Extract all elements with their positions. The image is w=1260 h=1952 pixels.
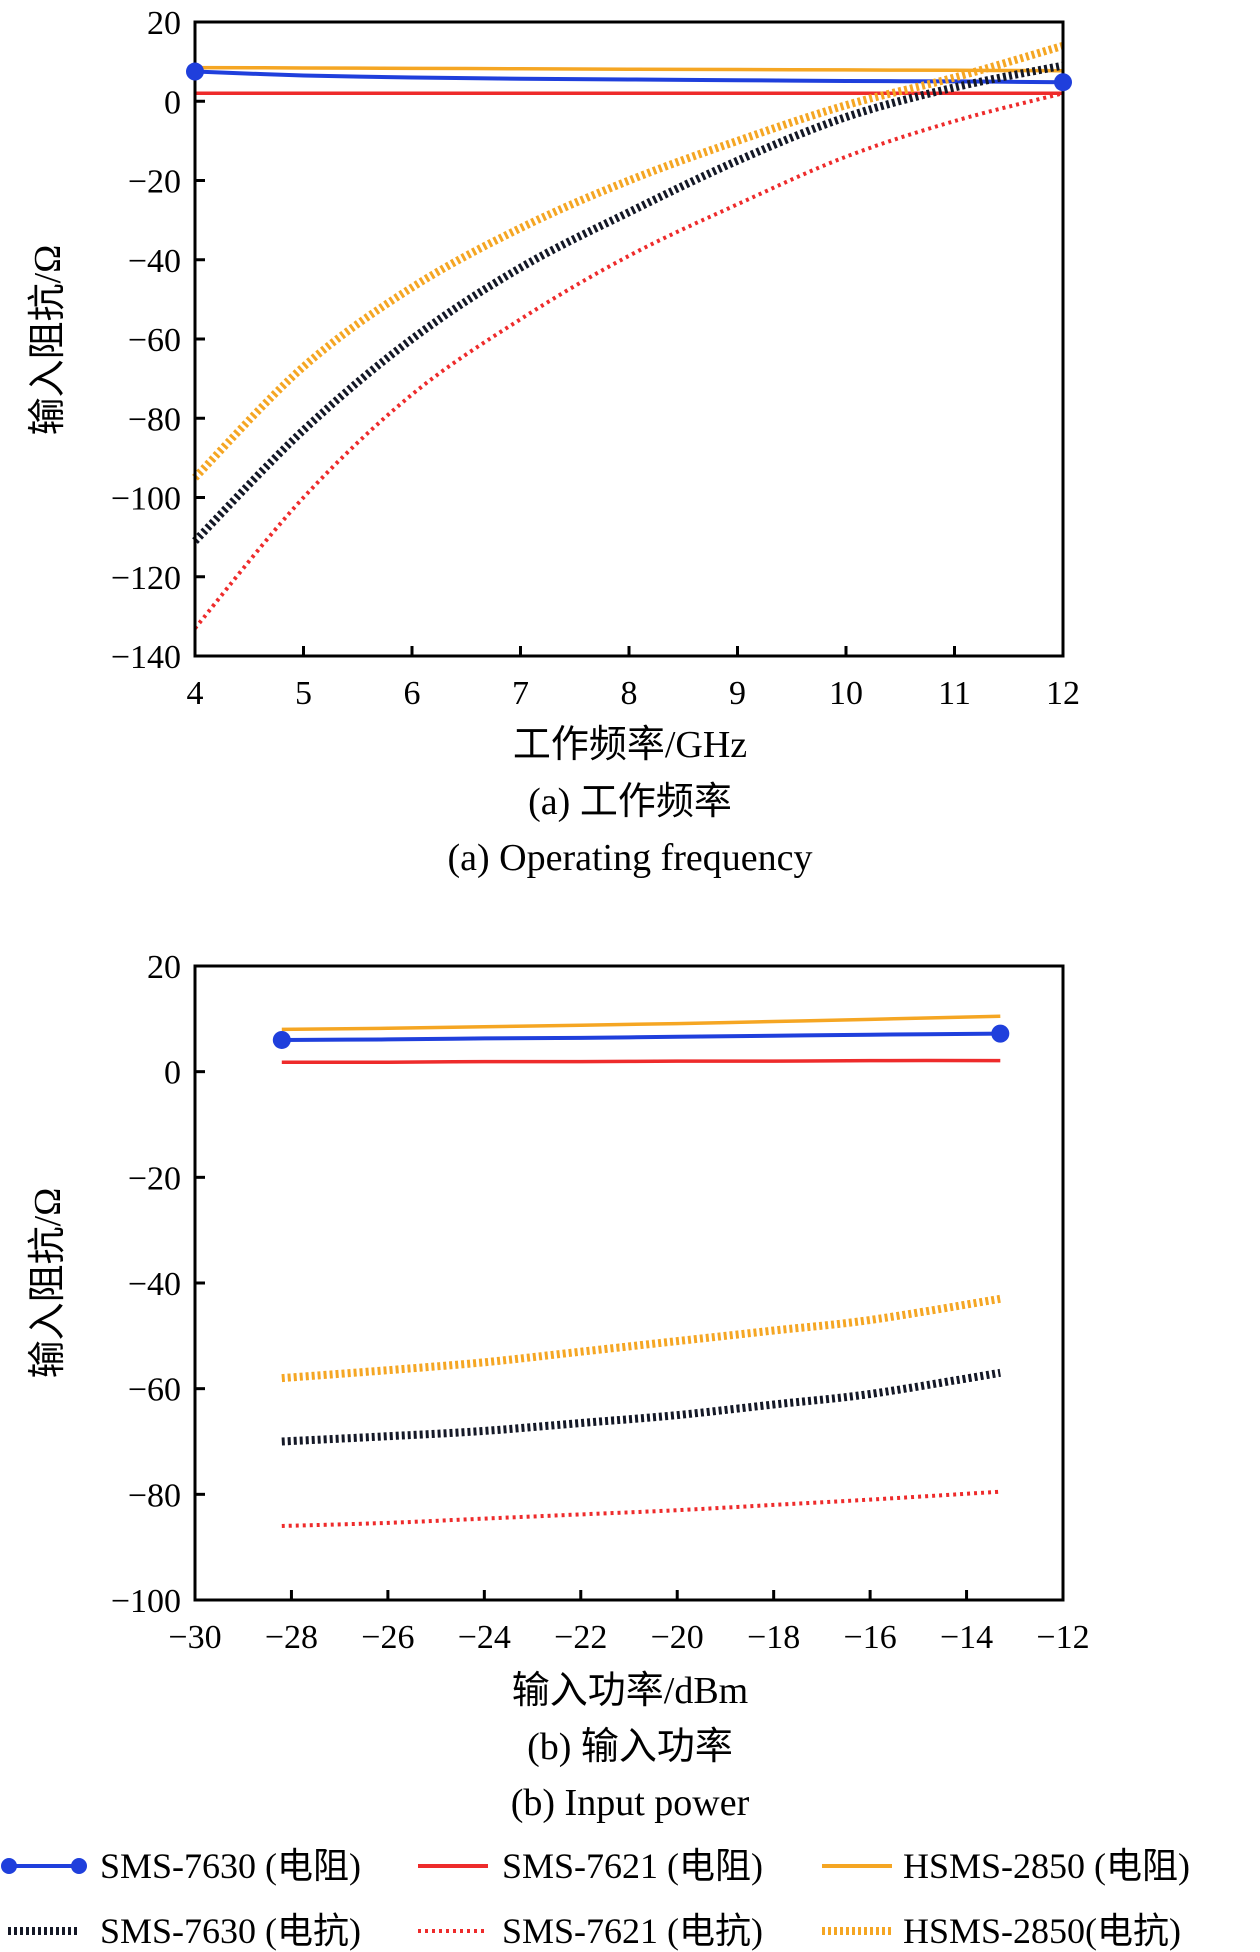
b-xtick-label: −20	[651, 1619, 704, 1656]
a-ytick-label: −80	[128, 401, 181, 438]
b-xtick-label: −14	[940, 1619, 993, 1656]
chart-a: 20 0 −20 −40 −60 −80 −100 −120 −140 4 5 6 7 8 9 10 11 12…	[27, 5, 1080, 879]
legend-item-sms7630-reactance: SMS-7630 (电抗)	[8, 1911, 361, 1951]
a-xtick-label: 11	[938, 675, 971, 712]
chart-b-markers	[272, 1024, 1010, 1049]
chart-b-y-ticks: 20 0 −20 −40 −60 −80 −100	[111, 949, 205, 1620]
legend-label-hsms2850-reactance: HSMS-2850(电抗)	[903, 1911, 1181, 1951]
chart-b-caption-en: (b) Input power	[511, 1782, 750, 1824]
legend-marker-left	[1, 1858, 17, 1874]
b-xtick-label: −30	[168, 1619, 221, 1656]
b-ytick-label: −100	[111, 1583, 181, 1620]
b-xtick-label: −28	[265, 1619, 318, 1656]
chart-a-x-ticks: 4 5 6 7 8 9 10 11 12	[187, 646, 1080, 712]
chart-a-x-axis-label: 工作频率/GHz	[513, 724, 747, 766]
b-series-sms-7630-resistance	[281, 1031, 1001, 1042]
a-ytick-label: −20	[128, 164, 181, 201]
a-xtick-label: 10	[829, 675, 863, 712]
a-series-sms-7630-reactance	[192, 61, 1064, 544]
chart-a-caption-en: (a) Operating frequency	[447, 837, 812, 879]
a-ytick-label: −40	[128, 243, 181, 280]
b-xtick-label: −16	[844, 1619, 897, 1656]
b-series-hsms-2850-resistance	[281, 1014, 1001, 1032]
b-series-marker	[991, 1024, 1010, 1043]
b-xtick-label: −22	[554, 1619, 607, 1656]
chart-a-plot-frame	[193, 20, 1065, 658]
b-ytick-label: −60	[128, 1372, 181, 1409]
b-ytick-label: −80	[128, 1477, 181, 1514]
chart-b-caption-cn: (b) 输入功率	[527, 1726, 733, 1768]
chart-a-y-axis-label: 输入阻抗/Ω	[27, 245, 69, 436]
a-xtick-label: 12	[1046, 675, 1080, 712]
legend-label-sms7621-resistance: SMS-7621 (电阻)	[502, 1846, 763, 1886]
b-ytick-label: 0	[164, 1055, 181, 1092]
b-xtick-label: −18	[747, 1619, 800, 1656]
chart-b: 20 0 −20 −40 −60 −80 −100 −30 −28 −26 −24 −22 −20 −1…	[27, 949, 1090, 1824]
chart-b-x-ticks: −30 −28 −26 −24 −22 −20 −18 −16 −14 −12	[168, 1590, 1090, 1656]
legend-marker-right	[71, 1858, 87, 1874]
legend-item-hsms2850-reactance: HSMS-2850(电抗)	[822, 1911, 1181, 1951]
chart-b-series-group	[281, 1014, 1001, 1528]
a-ytick-label: −60	[128, 322, 181, 359]
legend: SMS-7630 (电阻) SMS-7621 (电阻) HSMS-2850 (电…	[1, 1846, 1190, 1951]
b-series-hsms-2850-reactance	[281, 1294, 1001, 1383]
chart-b-y-axis-label: 输入阻抗/Ω	[27, 1188, 69, 1379]
a-ytick-label: −100	[111, 481, 181, 518]
legend-label-hsms2850-resistance: HSMS-2850 (电阻)	[903, 1846, 1190, 1886]
a-xtick-label: 8	[621, 675, 638, 712]
b-series-marker	[272, 1030, 291, 1049]
b-xtick-label: −24	[458, 1619, 511, 1656]
a-series-sms-7630-resistance	[194, 69, 1064, 85]
b-series-sms-7630-reactance	[281, 1368, 1001, 1446]
a-series-marker	[1054, 73, 1072, 92]
legend-label-sms7630-resistance: SMS-7630 (电阻)	[100, 1846, 361, 1886]
a-xtick-label: 6	[404, 675, 421, 712]
a-xtick-label: 5	[295, 675, 312, 712]
chart-b-x-axis-label: 输入功率/dBm	[512, 1670, 748, 1712]
b-ytick-label: 20	[147, 949, 181, 986]
b-series-sms-7621-resistance	[281, 1058, 1001, 1064]
a-series-sms-7621-reactance	[193, 91, 1064, 630]
b-xtick-label: −26	[361, 1619, 414, 1656]
legend-item-sms7630-resistance: SMS-7630 (电阻)	[1, 1846, 361, 1886]
legend-item-sms7621-reactance: SMS-7621 (电抗)	[418, 1911, 763, 1951]
b-series-sms-7621-reactance	[281, 1489, 1001, 1528]
a-xtick-label: 7	[512, 675, 529, 712]
legend-item-hsms2850-resistance: HSMS-2850 (电阻)	[822, 1846, 1190, 1886]
legend-label-sms7621-reactance: SMS-7621 (电抗)	[502, 1911, 763, 1951]
chart-a-y-ticks: 20 0 −20 −40 −60 −80 −100 −120 −140	[111, 5, 205, 676]
legend-label-sms7630-reactance: SMS-7630 (电抗)	[100, 1911, 361, 1951]
b-ytick-label: −20	[128, 1160, 181, 1197]
chart-a-series-group	[192, 41, 1065, 630]
a-ytick-label: 0	[164, 84, 181, 121]
a-ytick-label: 20	[147, 5, 181, 42]
a-ytick-label: −140	[111, 639, 181, 676]
legend-item-sms7621-resistance: SMS-7621 (电阻)	[418, 1846, 763, 1886]
a-xtick-label: 4	[187, 675, 204, 712]
a-xtick-label: 9	[729, 675, 746, 712]
a-series-marker	[186, 62, 204, 81]
b-ytick-label: −40	[128, 1266, 181, 1303]
b-xtick-label: −12	[1036, 1619, 1089, 1656]
chart-a-markers	[186, 62, 1072, 92]
chart-a-caption-cn: (a) 工作频率	[528, 781, 732, 823]
a-ytick-label: −120	[111, 560, 181, 597]
a-series-hsms-2850-resistance	[194, 65, 1064, 73]
